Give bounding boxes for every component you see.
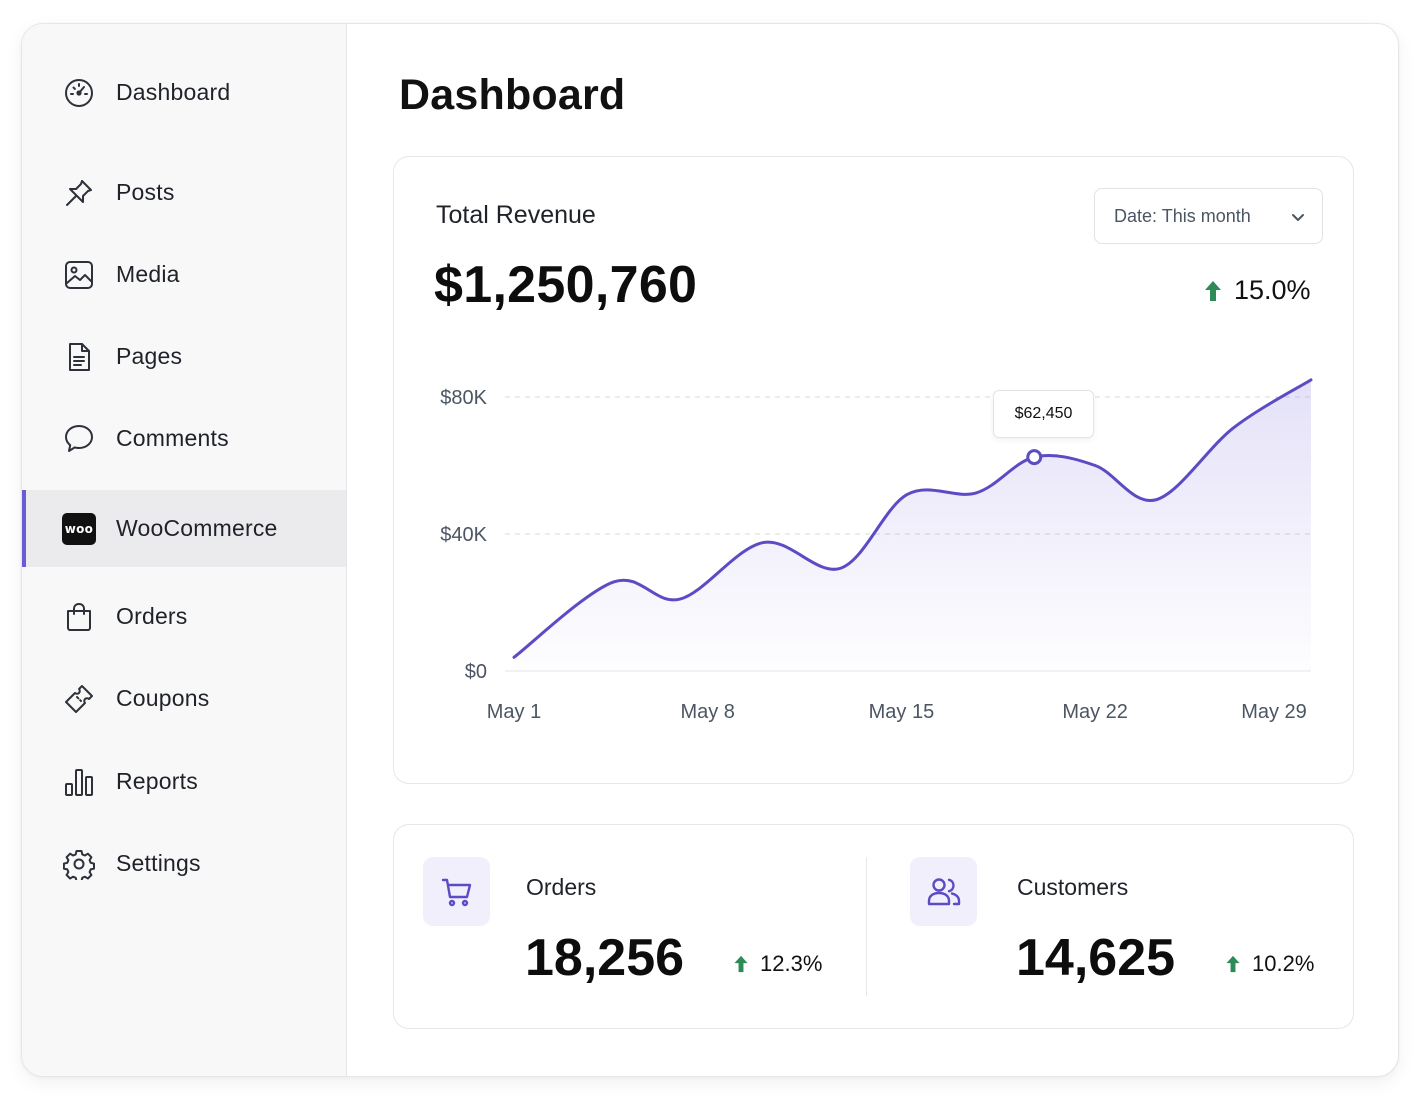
sidebar-item-label: WooCommerce	[116, 515, 278, 541]
revenue-area	[514, 379, 1311, 671]
arrow-up-icon	[734, 955, 748, 973]
x-tick-label: May 22	[1062, 701, 1128, 723]
pin-icon	[62, 176, 96, 210]
sidebar-item-settings[interactable]: Settings	[22, 839, 346, 887]
arrow-up-icon	[1226, 955, 1240, 973]
dashboard-gauge-icon	[62, 76, 96, 110]
sidebar-item-posts[interactable]: Posts	[22, 168, 346, 216]
sidebar-item-label: Coupons	[116, 684, 210, 711]
revenue-change: 15.0%	[1202, 275, 1311, 306]
sidebar-item-label: Comments	[116, 424, 229, 451]
sidebar-item-reports[interactable]: Reports	[22, 757, 346, 805]
revenue-value: $1,250,760	[434, 256, 698, 314]
gear-icon	[62, 847, 96, 881]
stats-divider	[866, 857, 867, 996]
bar-chart-icon	[62, 765, 96, 799]
sidebar-item-label: Settings	[116, 849, 201, 876]
x-tick-label: May 15	[869, 701, 935, 723]
customers-change-value: 10.2%	[1252, 951, 1315, 976]
customers-change: 10.2%	[1224, 951, 1314, 977]
revenue-change-value: 15.0%	[1234, 275, 1311, 305]
arrow-up-icon	[1205, 280, 1221, 301]
sidebar-item-pages[interactable]: Pages	[22, 332, 346, 380]
x-tick-label: May 1	[487, 701, 541, 723]
orders-change-value: 12.3%	[760, 951, 823, 976]
users-icon	[910, 857, 977, 926]
y-tick-label: $40K	[440, 524, 487, 546]
image-icon	[62, 258, 96, 292]
revenue-chart: $0 $40K $80K May 1 May 8 May 15 May 22 May 29	[440, 378, 1313, 723]
date-filter-dropdown[interactable]: Date: This month	[1094, 188, 1323, 244]
comment-bubble-icon	[62, 422, 96, 456]
orders-change: 12.3%	[732, 951, 822, 977]
sidebar-item-label: Pages	[116, 342, 183, 369]
total-revenue-card: Total Revenue $1,250,760 Date: This mont…	[393, 156, 1354, 784]
app-window: Dashboard Posts Media	[21, 23, 1399, 1077]
chart-tooltip: $62,450	[993, 390, 1094, 438]
sidebar-item-woocommerce[interactable]: woo WooCommerce	[22, 490, 346, 567]
y-tick-label: $80K	[440, 387, 487, 409]
customers-value: 14,625	[1016, 929, 1176, 987]
page-title: Dashboard	[399, 71, 626, 119]
woo-logo-icon: woo	[62, 512, 96, 546]
shopping-cart-icon	[423, 857, 490, 926]
x-tick-label: May 29	[1241, 701, 1307, 723]
revenue-line	[512, 378, 1313, 659]
customers-label: Customers	[1017, 874, 1129, 900]
y-tick-label: $0	[465, 661, 487, 683]
sidebar-item-orders[interactable]: Orders	[22, 592, 346, 640]
orders-value: 18,256	[525, 929, 685, 987]
date-filter-value: Date: This month	[1114, 205, 1251, 226]
sidebar-item-media[interactable]: Media	[22, 250, 346, 298]
document-icon	[62, 340, 96, 374]
stats-card: Orders 18,256 12.3% Customers 14,625 10.…	[393, 824, 1354, 1029]
ticket-icon	[62, 682, 96, 716]
sidebar-item-dashboard[interactable]: Dashboard	[22, 68, 346, 116]
sidebar-item-label: Dashboard	[116, 78, 231, 105]
x-tick-label: May 8	[680, 701, 734, 723]
shopping-bag-icon	[62, 600, 96, 634]
chevron-down-icon	[1292, 214, 1304, 221]
sidebar-item-label: Orders	[116, 602, 188, 629]
revenue-title: Total Revenue	[436, 201, 596, 229]
sidebar-item-comments[interactable]: Comments	[22, 414, 346, 462]
highlight-point	[1026, 449, 1043, 466]
sidebar-item-label: Posts	[116, 178, 175, 205]
orders-label: Orders	[526, 874, 597, 900]
sidebar: Dashboard Posts Media	[22, 24, 347, 1076]
sidebar-item-coupons[interactable]: Coupons	[22, 674, 346, 722]
sidebar-item-label: Media	[116, 260, 180, 287]
sidebar-item-label: Reports	[116, 767, 198, 794]
